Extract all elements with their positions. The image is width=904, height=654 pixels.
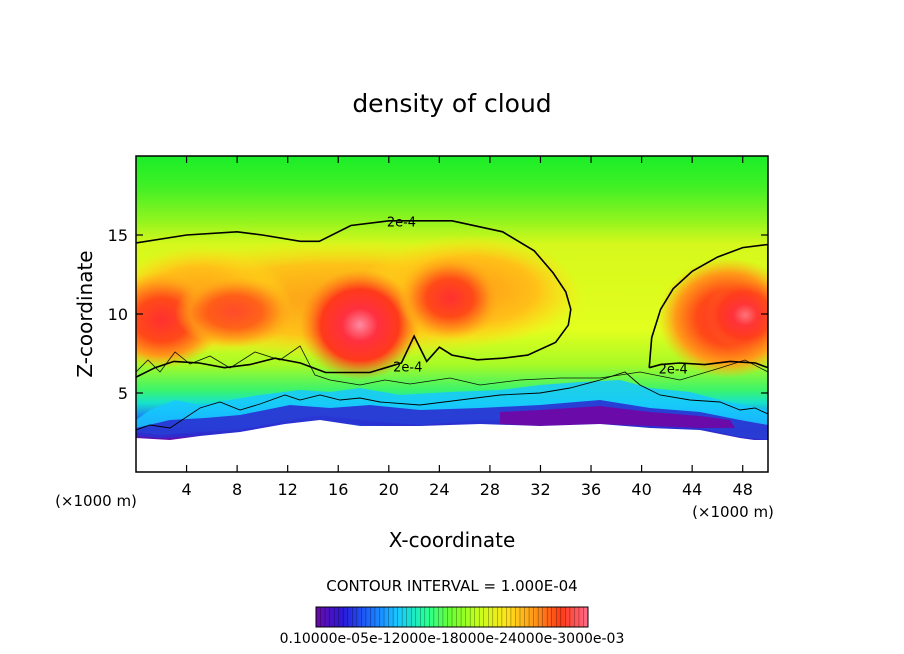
x-tick-label: 4: [181, 480, 191, 499]
contour-2e-4-right: [648, 243, 768, 369]
contour-2e-4-upper: [136, 220, 572, 378]
contour-labels: 2e-4 2e-4 2e-4: [387, 215, 688, 377]
x-tick-label: 44: [682, 480, 702, 499]
y-axis: 5 10 15: [108, 226, 768, 403]
contour-interval: CONTOUR INTERVAL = 1.000E-04: [326, 577, 577, 595]
x-unit-left: (×1000 m): [55, 492, 137, 510]
contour-label: 2e-4: [659, 362, 688, 377]
colorbar-tick-labels: 0.10000e-05e-12000e-18000e-24000e-3000e-…: [280, 631, 625, 647]
x-tick-label: 28: [480, 480, 500, 499]
x-tick-label: 32: [530, 480, 550, 499]
x-tick-label: 36: [581, 480, 601, 499]
x-tick-label: 40: [631, 480, 651, 499]
x-axis-label: X-coordinate: [389, 528, 516, 552]
y-tick-label: 15: [108, 226, 128, 245]
x-tick-label: 24: [429, 480, 449, 499]
y-tick-label: 10: [108, 305, 128, 324]
x-unit-right: (×1000 m): [692, 503, 774, 521]
x-tick-label: 12: [278, 480, 298, 499]
contour-label: 2e-4: [393, 361, 422, 376]
x-tick-label: 48: [733, 480, 753, 499]
chart-title: density of cloud: [352, 89, 551, 118]
heatmap-field: [136, 156, 768, 472]
contour-label: 2e-4: [387, 215, 416, 230]
x-tick-label: 16: [328, 480, 348, 499]
x-axis: 4 8 12 16 20 24 28 32 36 40 44 48: [181, 156, 753, 499]
x-tick-label: 20: [379, 480, 399, 499]
x-tick-label: 8: [232, 480, 242, 499]
y-tick-label: 5: [118, 384, 128, 403]
y-axis-label: Z-coordinate: [73, 250, 97, 377]
colorbar-ticks: [315, 607, 589, 627]
